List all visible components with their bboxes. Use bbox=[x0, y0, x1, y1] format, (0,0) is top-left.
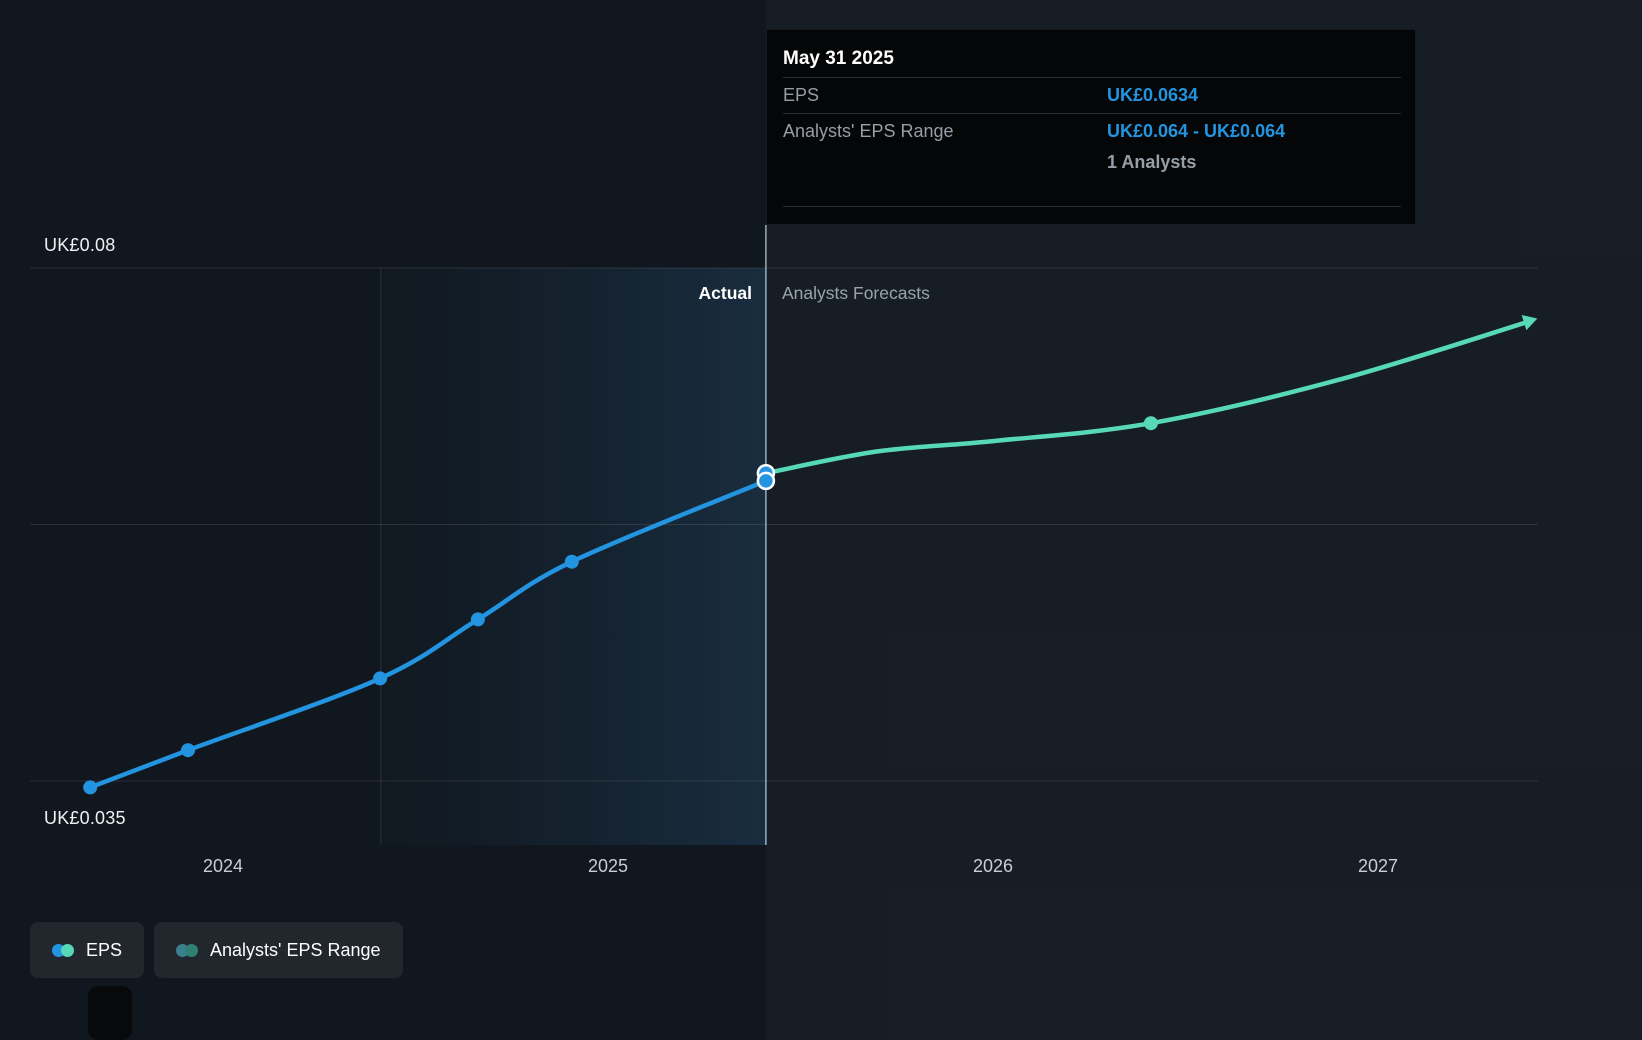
tooltip-row-eps: EPS UK£0.0634 bbox=[783, 78, 1401, 113]
forecast-end-arrow-icon bbox=[1521, 314, 1538, 331]
eps-legend-dots bbox=[52, 943, 74, 957]
y-axis-label-bottom: UK£0.035 bbox=[44, 808, 126, 828]
tooltip-eps-value: UK£0.0634 bbox=[1107, 85, 1199, 105]
tooltip-date: May 31 2025 bbox=[783, 48, 894, 69]
annotation-actual: Actual bbox=[698, 283, 752, 303]
partial-ui-element bbox=[88, 986, 132, 1040]
x-tick-label-2024: 2024 bbox=[202, 856, 244, 876]
range-legend-dots bbox=[176, 943, 199, 957]
tooltip-divider bbox=[783, 113, 1401, 114]
eps-forecast-dot-icon bbox=[61, 943, 74, 957]
eps-actual-end-point[interactable] bbox=[756, 471, 776, 491]
legend-item-analysts-eps-range[interactable]: Analysts' EPS Range bbox=[154, 922, 403, 978]
eps-actual-point[interactable] bbox=[373, 671, 388, 686]
tooltip-range-label: Analysts' EPS Range bbox=[783, 121, 954, 141]
tooltip-row-eps-range: Analysts' EPS Range UK£0.064 - UK£0.064 … bbox=[783, 114, 1401, 180]
tooltip-range-value: UK£0.064 - UK£0.064 bbox=[1107, 121, 1286, 141]
tooltip-divider bbox=[783, 77, 1401, 78]
tooltip-divider-bottom bbox=[783, 206, 1401, 207]
tooltip-eps-label: EPS bbox=[783, 85, 820, 105]
eps-actual-point[interactable] bbox=[470, 612, 485, 627]
annotation-analysts-forecasts: Analysts Forecasts bbox=[782, 283, 930, 303]
eps-actual-point[interactable] bbox=[83, 780, 98, 795]
x-tick-label-2026: 2026 bbox=[972, 856, 1014, 876]
y-axis-label-top: UK£0.08 bbox=[44, 235, 116, 255]
x-tick-label-2027: 2027 bbox=[1357, 856, 1399, 876]
eps-forecast-line bbox=[763, 318, 1535, 476]
legend-label-eps: EPS bbox=[86, 939, 123, 960]
range-dot-icon bbox=[185, 943, 199, 957]
chart-tooltip: May 31 2025 EPS UK£0.0634 Analysts' EPS … bbox=[766, 29, 1416, 225]
legend-label-analysts-eps-range: Analysts' EPS Range bbox=[210, 939, 381, 960]
eps-actual-point[interactable] bbox=[564, 554, 579, 569]
tooltip-analyst-count: 1 Analysts bbox=[1107, 152, 1197, 172]
eps-actual-point[interactable] bbox=[181, 743, 195, 758]
eps-forecast-point[interactable] bbox=[1143, 416, 1158, 431]
chart-legend: EPS Analysts' EPS Range bbox=[30, 922, 403, 978]
legend-item-eps[interactable]: EPS bbox=[30, 922, 145, 978]
x-tick-label-2025: 2025 bbox=[587, 856, 629, 876]
tooltip-range-values: UK£0.064 - UK£0.064 1 Analysts bbox=[1107, 120, 1285, 173]
